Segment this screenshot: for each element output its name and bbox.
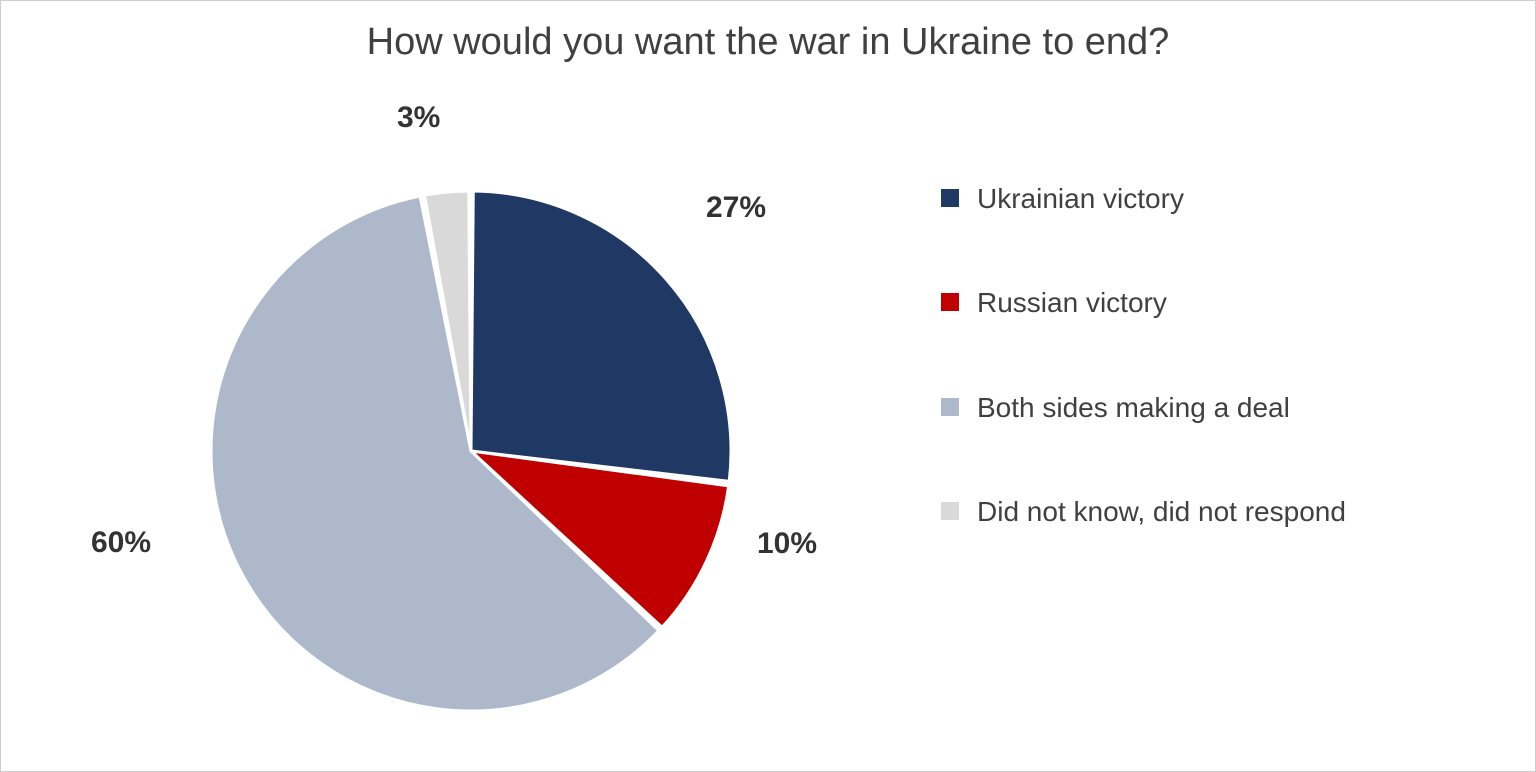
pie-svg xyxy=(161,121,781,741)
slice-value-label: 10% xyxy=(757,527,817,561)
pie-slice xyxy=(471,191,731,481)
legend-item: Russian victory xyxy=(941,285,1461,321)
legend-label: Russian victory xyxy=(977,285,1167,321)
legend-label: Both sides making a deal xyxy=(977,390,1290,426)
legend-swatch xyxy=(941,502,959,520)
legend-label: Did not know, did not respond xyxy=(977,494,1346,530)
legend-swatch xyxy=(941,398,959,416)
legend: Ukrainian victory Russian victory Both sid… xyxy=(941,181,1461,599)
pie-chart: 27%10%60%3% xyxy=(161,121,781,741)
slice-value-label: 27% xyxy=(706,191,766,225)
legend-swatch xyxy=(941,189,959,207)
legend-item: Both sides making a deal xyxy=(941,390,1461,426)
slice-value-label: 60% xyxy=(91,526,151,560)
chart-frame: How would you want the war in Ukraine to… xyxy=(0,0,1536,772)
legend-item: Ukrainian victory xyxy=(941,181,1461,217)
legend-item: Did not know, did not respond xyxy=(941,494,1461,530)
legend-swatch xyxy=(941,293,959,311)
slice-value-label: 3% xyxy=(397,101,440,135)
legend-label: Ukrainian victory xyxy=(977,181,1184,217)
chart-title: How would you want the war in Ukraine to… xyxy=(1,21,1535,64)
